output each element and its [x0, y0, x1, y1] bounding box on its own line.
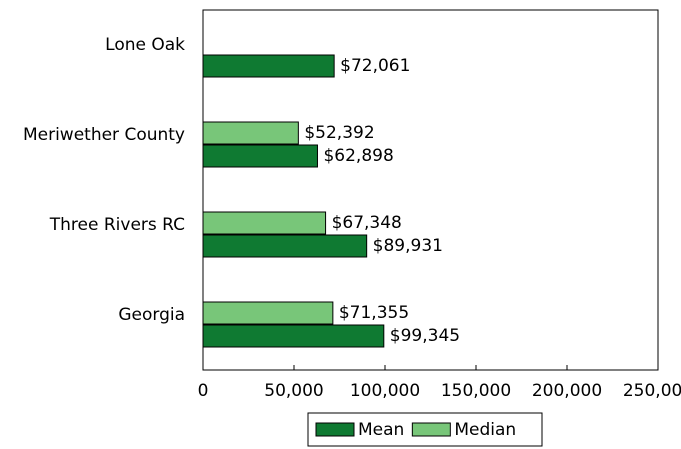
x-tick-label: 200,000	[532, 381, 602, 401]
bar	[202, 211, 327, 235]
bar	[202, 324, 385, 348]
x-tick-label: 150,000	[441, 381, 511, 401]
bar	[202, 234, 368, 258]
y-tick-label: Meriwether County	[23, 125, 185, 145]
bar	[202, 121, 299, 145]
plot-frame	[202, 9, 659, 371]
value-label: $62,898	[323, 146, 393, 166]
bar	[202, 301, 334, 325]
y-tick-label: Lone Oak	[105, 35, 185, 55]
bar	[202, 144, 318, 168]
x-tick-label: 50,000	[264, 381, 323, 401]
value-label: $72,061	[340, 56, 410, 76]
x-tick-label: 0	[198, 381, 209, 401]
legend-label: Median	[454, 420, 516, 440]
y-tick-label: Three Rivers RC	[49, 215, 185, 235]
legend-swatch	[315, 422, 355, 437]
x-tick-label: 250,000	[623, 381, 681, 401]
value-label: $89,931	[373, 236, 443, 256]
value-label: $71,355	[339, 303, 409, 323]
legend-label: Mean	[358, 420, 404, 440]
y-tick-label: Georgia	[118, 305, 185, 325]
value-label: $99,345	[390, 326, 460, 346]
bar	[202, 54, 335, 78]
legend-swatch	[411, 422, 451, 437]
x-tick-label: 100,000	[350, 381, 420, 401]
value-label: $67,348	[332, 213, 402, 233]
legend: Mean Median	[307, 412, 543, 447]
value-label: $52,392	[304, 123, 374, 143]
